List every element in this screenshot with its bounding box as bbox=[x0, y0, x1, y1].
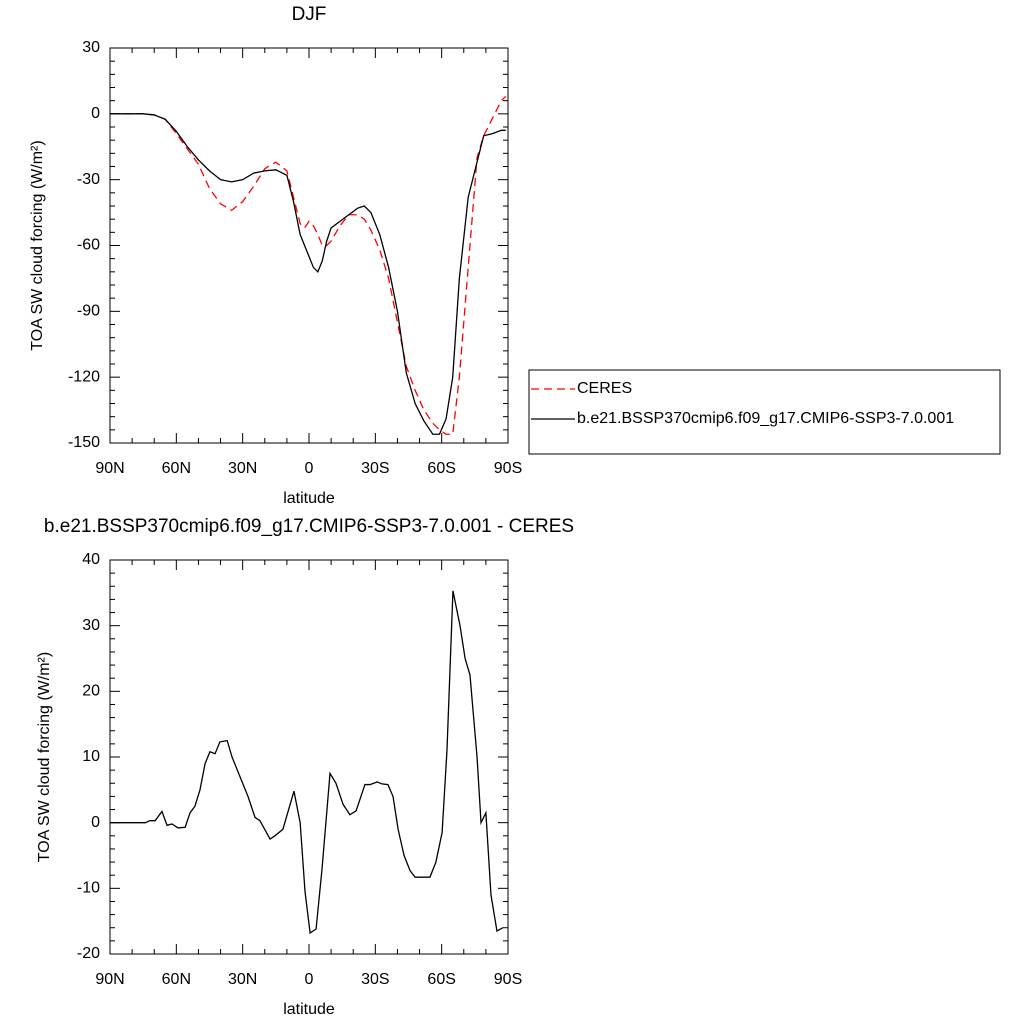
data-line bbox=[110, 113, 506, 435]
y-tick-label: 20 bbox=[82, 683, 100, 700]
y-tick-label: -20 bbox=[77, 945, 100, 962]
x-tick-label: 0 bbox=[305, 971, 314, 988]
x-tick-label: 0 bbox=[305, 460, 314, 477]
x-tick-label: 60N bbox=[162, 460, 191, 477]
y-tick-label: -120 bbox=[68, 368, 100, 385]
legend-label: b.e21.BSSP370cmip6.f09_g17.CMIP6-SSP3-7.… bbox=[577, 410, 954, 427]
x-tick-label: 30N bbox=[228, 971, 257, 988]
y-tick-label: -150 bbox=[68, 434, 100, 451]
y-tick-label: -10 bbox=[77, 880, 100, 897]
x-tick-label: 90N bbox=[95, 971, 124, 988]
y-tick-label: 0 bbox=[91, 105, 100, 122]
legend-label: CERES bbox=[577, 380, 632, 397]
plot-frame bbox=[109, 559, 509, 955]
y-axis-label: TOA SW cloud forcing (W/m²) bbox=[29, 140, 46, 350]
x-tick-label: 30S bbox=[361, 971, 389, 988]
chart-title: DJF bbox=[292, 4, 327, 25]
x-axis-label: latitude bbox=[283, 1001, 335, 1018]
x-tick-label: 60N bbox=[162, 971, 191, 988]
y-tick-label: 10 bbox=[82, 748, 100, 765]
x-tick-label: 30S bbox=[361, 460, 389, 477]
chart-title: b.e21.BSSP370cmip6.f09_g17.CMIP6-SSP3-7.… bbox=[44, 516, 574, 537]
data-line bbox=[110, 590, 504, 935]
y-tick-label: 40 bbox=[82, 551, 100, 568]
x-tick-label: 90S bbox=[494, 971, 522, 988]
y-tick-label: -30 bbox=[77, 171, 100, 188]
plot-frame bbox=[109, 47, 509, 444]
x-tick-label: 90N bbox=[95, 460, 124, 477]
legend: CERES b.e21.BSSP370cmip6.f09_g17.CMIP6-SS… bbox=[528, 369, 1001, 455]
legend-box bbox=[528, 369, 1001, 455]
x-axis-label: latitude bbox=[283, 490, 335, 507]
y-tick-label: 30 bbox=[82, 617, 100, 634]
data-line bbox=[110, 95, 507, 435]
x-tick-label: 60S bbox=[427, 460, 455, 477]
y-tick-label: -60 bbox=[77, 237, 100, 254]
y-tick-label: -90 bbox=[77, 303, 100, 320]
y-tick-label: 0 bbox=[91, 814, 100, 831]
y-tick-label: 30 bbox=[82, 39, 100, 56]
y-axis-label: TOA SW cloud forcing (W/m²) bbox=[36, 652, 53, 862]
x-tick-label: 90S bbox=[494, 460, 522, 477]
x-tick-label: 30N bbox=[228, 460, 257, 477]
x-tick-label: 60S bbox=[427, 971, 455, 988]
